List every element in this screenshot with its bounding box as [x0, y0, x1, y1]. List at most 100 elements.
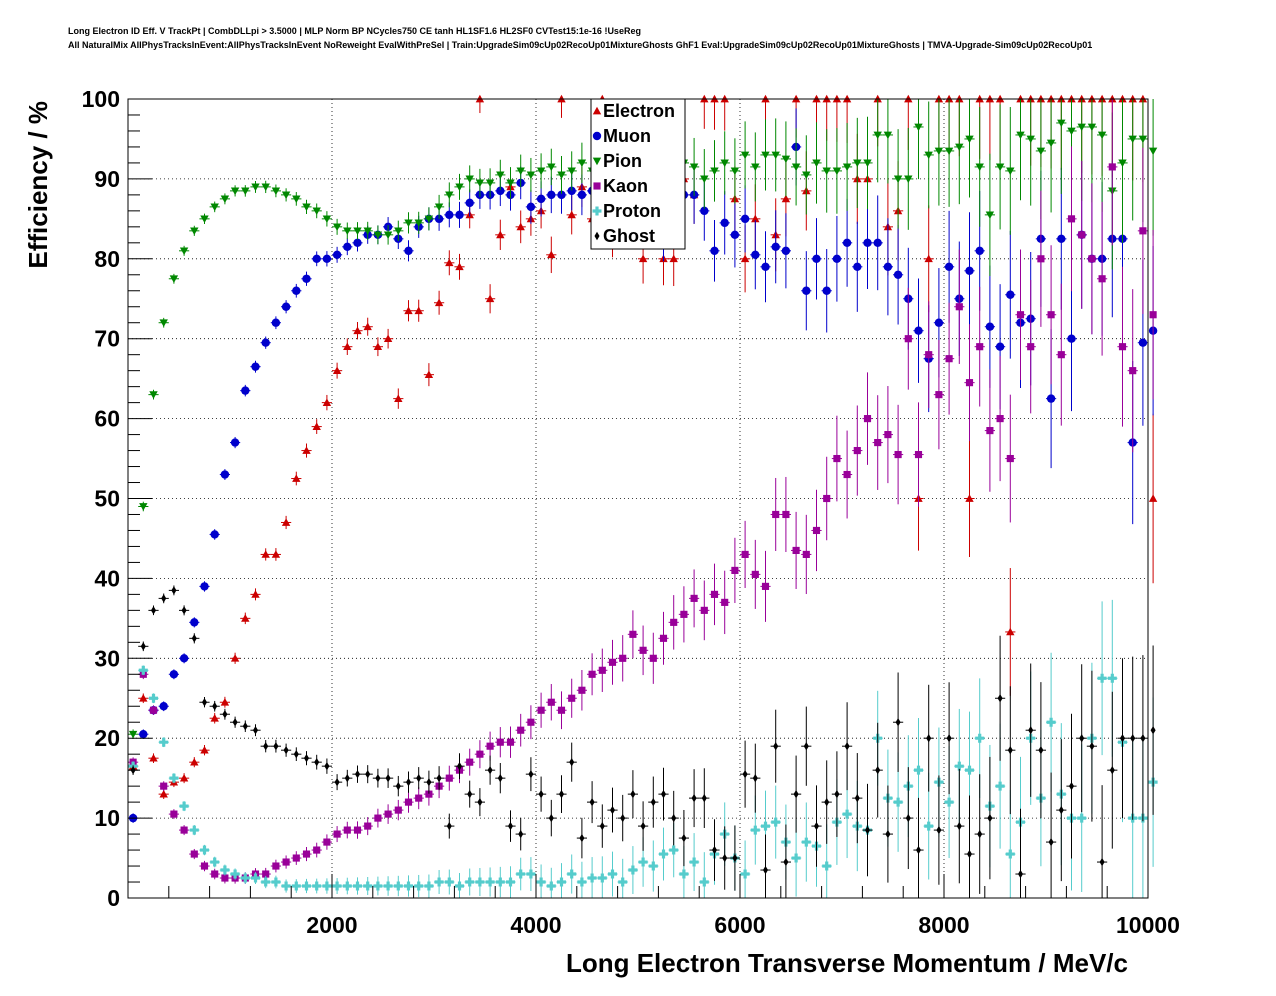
proton-point — [689, 857, 699, 867]
pion-point — [424, 215, 434, 224]
electron-point — [241, 614, 250, 622]
electron-point — [434, 298, 444, 307]
electron-point — [149, 753, 158, 762]
proton-point — [567, 869, 577, 879]
kaon-point — [384, 810, 392, 818]
proton-point — [169, 773, 179, 783]
pion-point — [383, 231, 393, 240]
kaon-point — [639, 646, 647, 654]
muon-point — [169, 670, 179, 679]
proton-point — [373, 881, 383, 891]
proton-point — [465, 877, 475, 887]
ghost-point — [507, 821, 514, 831]
kaon-point — [1118, 343, 1127, 351]
ghost-point — [579, 833, 585, 843]
ghost-point — [528, 769, 534, 779]
electron-point — [363, 322, 372, 331]
ghost-point — [314, 757, 320, 767]
ghost-point — [722, 853, 728, 863]
kaon-point — [1047, 311, 1055, 319]
electron-point — [373, 342, 383, 351]
kaon-point — [1149, 311, 1157, 319]
pion-point — [557, 171, 566, 180]
kaon-point — [945, 355, 953, 363]
muon-point — [281, 302, 291, 311]
kaon-point — [1016, 311, 1025, 319]
proton-point — [597, 873, 607, 883]
pion-point — [842, 163, 852, 172]
ghost-point — [742, 769, 748, 779]
pion-point — [1128, 135, 1137, 144]
ghost-point — [854, 793, 860, 803]
ghost-point — [1119, 734, 1126, 743]
pion-point — [1087, 123, 1097, 132]
kaon-point — [445, 774, 453, 782]
kaon-point — [211, 870, 219, 878]
pion-point — [373, 231, 383, 240]
kaon-point — [986, 427, 994, 435]
electron-point — [179, 773, 189, 782]
ghost-point — [395, 781, 401, 791]
electron-point — [159, 789, 168, 798]
ghost-point — [456, 761, 463, 771]
ghost-point — [1028, 726, 1034, 735]
chart-title-line-2: All NaturalMix AllPhysTracksInEvent:AllP… — [68, 40, 1093, 50]
proton-point — [638, 857, 648, 867]
y-tick-label: 20 — [94, 725, 120, 751]
kaon-point — [843, 470, 851, 479]
pion-point — [995, 163, 1005, 172]
ghost-point — [232, 718, 238, 727]
axis-ticks: 0 10 20 30 40 50 60 70 80 90 100 2000 4000 6000 8000 10… — [82, 86, 1180, 938]
kaon-point — [364, 822, 372, 830]
pion-point — [863, 159, 872, 168]
muon-point — [322, 254, 332, 263]
pion-point — [251, 183, 260, 192]
kaon-point — [608, 658, 617, 666]
pion-point — [1077, 123, 1086, 132]
proton-point — [210, 857, 220, 867]
kaon-point — [1129, 367, 1137, 375]
legend-muon-marker — [592, 131, 602, 141]
electron-point — [271, 550, 281, 558]
ghost-point — [293, 749, 299, 759]
proton-point — [179, 801, 189, 811]
muon-point — [159, 702, 168, 711]
pion-point — [944, 147, 954, 156]
electron-point — [302, 446, 311, 454]
pion-point — [853, 159, 862, 168]
proton-point — [628, 865, 638, 875]
pion-point — [485, 179, 495, 188]
kaon-point — [965, 379, 974, 387]
pion-point — [465, 175, 474, 184]
y-tick-label: 40 — [94, 565, 120, 591]
pion-point — [1006, 167, 1015, 176]
kaon-point — [925, 351, 933, 359]
ghost-point — [1038, 745, 1044, 755]
ghost-point — [1048, 837, 1054, 847]
proton-point — [699, 877, 709, 887]
kaon-point — [557, 706, 566, 714]
kaon-point — [588, 670, 596, 678]
pion-point — [271, 187, 281, 196]
proton-point — [842, 809, 852, 819]
kaon-point — [812, 526, 821, 535]
proton-point — [944, 797, 954, 807]
kaon-point — [170, 810, 178, 818]
pion-point — [1057, 119, 1066, 128]
ghost-point — [405, 777, 412, 787]
legend-electron-marker — [592, 106, 602, 115]
pion-point — [475, 179, 485, 188]
muon-point — [975, 246, 984, 256]
ghost-point — [1089, 741, 1095, 751]
pion-point — [220, 195, 230, 204]
kaon-point — [404, 798, 413, 806]
ghost-point — [548, 813, 554, 823]
kaon-point — [200, 862, 209, 870]
ghost-point — [752, 773, 758, 783]
proton-point — [261, 877, 271, 887]
kaon-point — [374, 814, 382, 822]
pion-point — [139, 503, 148, 511]
electron-point — [394, 394, 403, 402]
ghost-point — [1109, 765, 1115, 775]
muon-point — [740, 214, 750, 224]
